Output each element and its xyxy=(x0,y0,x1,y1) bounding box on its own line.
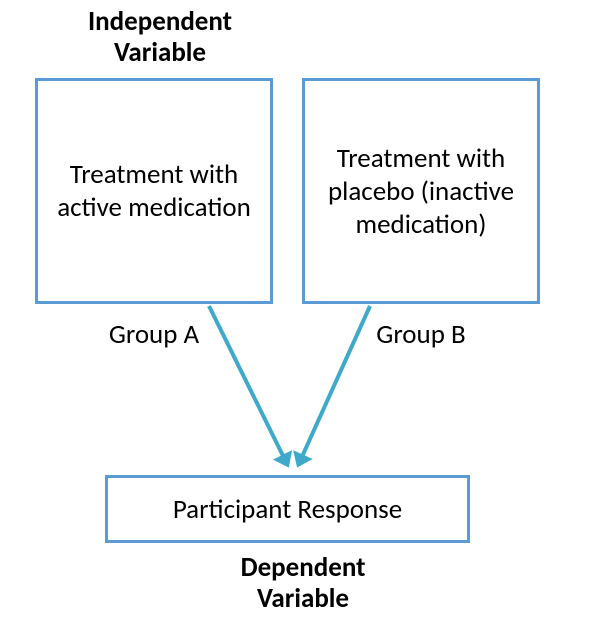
title-top-line2: Variable xyxy=(114,36,206,69)
group-b-caption: Group B xyxy=(302,318,540,351)
independent-variable-title: Independent Variable xyxy=(60,6,260,68)
group-a-label: Treatment with active medication xyxy=(48,158,260,224)
dependent-variable-title: Dependent Variable xyxy=(203,552,403,614)
diagram-canvas: Independent Variable Treatment with acti… xyxy=(0,0,600,630)
group-b-box: Treatment with placebo (inactive medicat… xyxy=(302,78,540,304)
title-bottom-line1: Dependent xyxy=(241,551,366,584)
title-top-line1: Independent xyxy=(88,5,232,38)
title-bottom-line2: Variable xyxy=(257,582,349,615)
participant-response-box: Participant Response xyxy=(105,475,470,543)
group-b-label: Treatment with placebo (inactive medicat… xyxy=(315,142,527,241)
group-a-box: Treatment with active medication xyxy=(35,78,273,304)
group-a-caption: Group A xyxy=(35,318,273,351)
participant-response-label: Participant Response xyxy=(173,493,402,526)
